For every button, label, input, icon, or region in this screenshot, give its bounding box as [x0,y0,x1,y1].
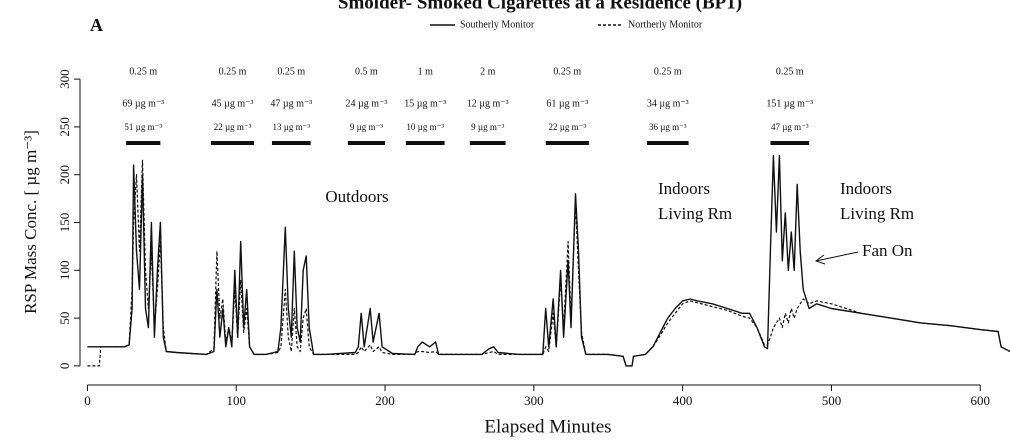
exposure-monitor: 9 µg m⁻³ [350,122,383,132]
exposure-bar [347,141,386,145]
annotation: Living Rm [840,204,914,223]
exposure-source: 15 µg m⁻³ [404,98,446,109]
exposure-bar [210,141,255,145]
exposure-bar [646,141,689,145]
exposure-monitor: 13 µg m⁻³ [272,122,310,132]
exposure-distance: 0.25 m [553,66,581,77]
exposure-monitor: 9 µg m⁻³ [471,122,504,132]
annotation: Indoors [840,179,892,198]
x-tick-label: 200 [375,393,395,408]
y-tick-label: 150 [57,213,72,233]
exposure-bar [469,141,506,145]
exposure-source: 24 µg m⁻³ [346,98,388,109]
x-axis-label: Elapsed Minutes [484,416,611,437]
y-tick-label: 300 [57,69,72,89]
exposure-monitor: 22 µg m⁻³ [214,122,252,132]
y-tick-label: 50 [57,312,72,325]
exposure-monitor: 36 µg m⁻³ [649,122,687,132]
exposure-source: 69 µg m⁻³ [122,98,164,109]
exposure-bar [126,141,161,145]
annotation: Fan On [862,241,913,260]
series-line [87,159,1010,367]
exposure-bar [545,141,589,145]
x-tick-label: 500 [822,393,842,408]
exposure-bar [770,141,810,145]
exposure-bar [271,141,311,145]
y-tick-label: 200 [57,165,72,185]
exposure-monitor: 22 µg m⁻³ [548,122,586,132]
y-tick-label: 250 [57,117,72,137]
panel-label: A [90,15,103,35]
annotation: Living Rm [658,204,732,223]
exposure-source: 61 µg m⁻³ [546,98,588,109]
exposure-monitor: 47 µg m⁻³ [771,122,809,132]
exposure-bar [405,141,445,145]
legend-label: Southerly Monitor [460,19,535,30]
x-tick-label: 600 [970,393,990,408]
exposure-source: 45 µg m⁻³ [212,98,254,109]
y-tick-label: 100 [57,261,72,281]
x-tick-label: 300 [524,393,544,408]
exposure-monitor: 51 µg m⁻³ [124,122,162,132]
x-tick-label: 400 [673,393,693,408]
exposure-source: 34 µg m⁻³ [647,98,689,109]
y-axis-label: RSP Mass Conc. [ µg m⁻³] [21,130,40,314]
chart-title: Smolder- Smoked Cigarettes at a Residenc… [338,0,742,13]
exposure-source: 151 µg m⁻³ [766,98,813,109]
annotation: Outdoors [325,187,388,206]
exposure-distance: 2 m [480,66,496,77]
exposure-source: 47 µg m⁻³ [270,98,312,109]
exposure-distance: 0.25 m [277,66,305,77]
series-line [87,154,1010,367]
exposure-monitor: 10 µg m⁻³ [406,122,444,132]
y-tick-label: 0 [57,363,72,370]
exposure-distance: 0.25 m [654,66,682,77]
exposure-distance: 0.5 m [355,66,378,77]
x-tick-label: 0 [84,393,91,408]
exposure-distance: 0.25 m [219,66,247,77]
exposure-source: 12 µg m⁻³ [467,98,509,109]
exposure-distance: 1 m [418,66,434,77]
exposure-distance: 0.25 m [776,66,804,77]
legend-label: Northerly Monitor [628,19,703,30]
exposure-distance: 0.25 m [129,66,157,77]
fan-arrow [814,251,859,265]
annotation: Indoors [658,179,710,198]
x-tick-label: 100 [226,393,246,408]
